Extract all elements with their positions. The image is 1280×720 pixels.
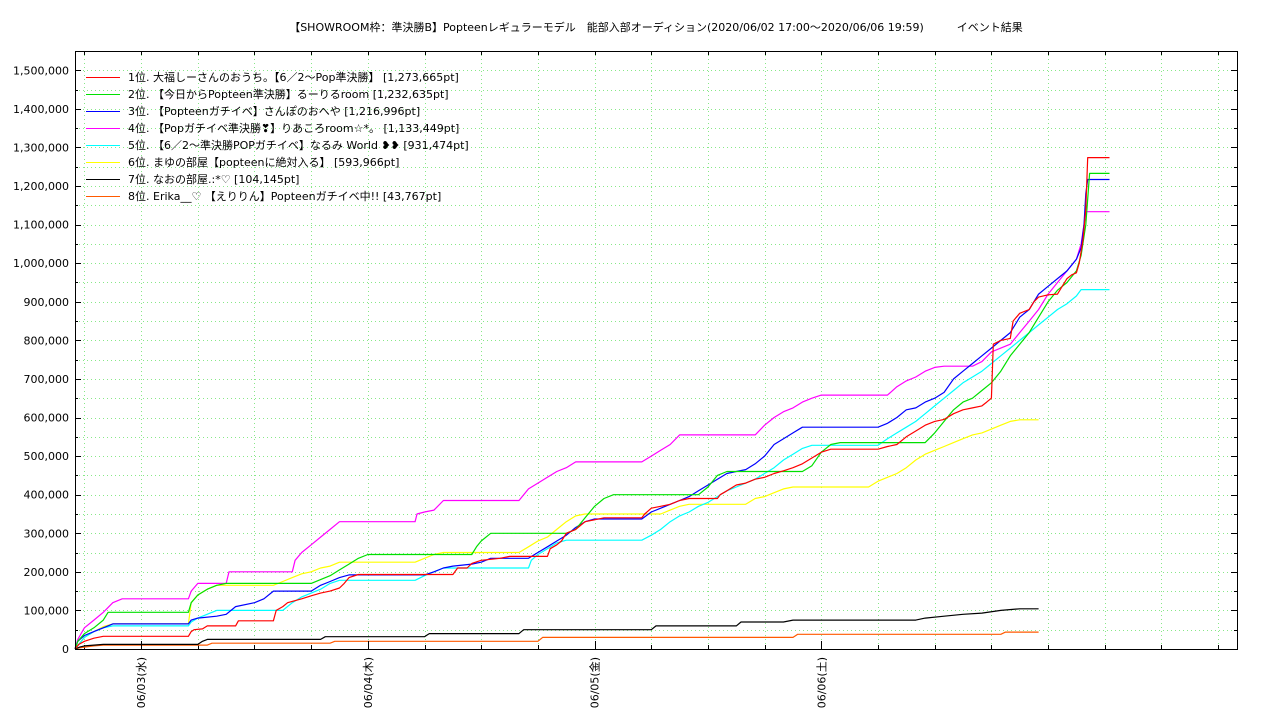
y-tick-label: 100,000 — [24, 604, 70, 617]
legend-label: 6位. まゆの部屋【popteenに絶対入る】 [593,966pt] — [128, 156, 400, 169]
y-tick-label: 700,000 — [24, 373, 70, 386]
legend-swatch — [86, 162, 120, 163]
x-tick-label: 06/05(金) — [588, 657, 602, 708]
x-tick-label: 06/06(土) — [815, 657, 828, 708]
y-tick-label: 800,000 — [24, 334, 70, 347]
legend-swatch — [86, 111, 120, 112]
horizontal-gridlines — [75, 70, 1237, 631]
series-line-5 — [74, 289, 1110, 650]
legend-label: 8位. Erika__♡ 【えりりん】Popteenガチイベ中!! [43,76… — [128, 190, 442, 203]
legend-swatch — [86, 179, 120, 180]
series-line-7 — [74, 608, 1039, 650]
legend-label: 7位. なおの部屋.:*♡ [104,145pt] — [128, 173, 300, 186]
y-tick-label: 500,000 — [24, 450, 70, 463]
series-lines — [74, 157, 1110, 650]
legend-label: 5位. 【6／2〜準決勝POPガチイベ】なるみ World ❥❥ [931,47… — [128, 139, 469, 152]
legend-swatch — [86, 94, 120, 95]
y-tick-label: 200,000 — [24, 566, 70, 579]
y-tick-label: 400,000 — [24, 489, 70, 502]
legend-label: 1位. 大福しーさんのおうち。【6／2〜Pop準決勝】 [1,273,665pt… — [128, 71, 459, 84]
x-tick-label: 06/04(木) — [362, 657, 375, 708]
legend-label: 2位. 【今日からPopteen準決勝】るーりるroom [1,232,635p… — [128, 88, 449, 101]
y-tick-label: 600,000 — [24, 412, 70, 425]
y-tick-label: 1,400,000 — [13, 103, 69, 116]
legend-swatch — [86, 145, 120, 146]
y-tick-label: 1,300,000 — [13, 141, 69, 154]
series-line-4 — [74, 211, 1110, 650]
series-line-8 — [74, 631, 1039, 650]
y-tick-label: 0 — [62, 643, 69, 656]
y-tick-label: 1,100,000 — [13, 219, 69, 232]
series-line-3 — [74, 178, 1110, 650]
series-line-6 — [74, 419, 1039, 650]
plot-frame — [75, 51, 1238, 650]
legend-swatch — [86, 196, 120, 197]
legend-swatch — [86, 128, 120, 129]
y-tick-label: 300,000 — [24, 527, 70, 540]
series-line-2 — [74, 172, 1110, 650]
legend-label: 4位. 【Popガチイベ準決勝❣】りあころroom☆*。 [1,133,449p… — [128, 122, 460, 135]
x-tick-label: 06/03(水) — [135, 657, 148, 708]
series-line-1 — [74, 157, 1110, 650]
x-axis: 06/03(水) 06/04(木) 06/05(金) 06/06(土) — [135, 641, 828, 708]
y-tick-label: 1,000,000 — [13, 257, 69, 270]
y-tick-label: 1,200,000 — [13, 180, 69, 193]
y-tick-label: 900,000 — [24, 296, 70, 309]
legend-swatch — [86, 77, 120, 78]
y-tick-label: 1,500,000 — [13, 64, 69, 77]
y-axis: 0 100,000 200,000 300,000 400,000 500,000 600,… — [13, 64, 69, 656]
chart-title: 【SHOWROOM枠：準決勝B】Popteenレギュラーモデル 能部入部オーディ… — [289, 21, 1023, 34]
legend-label: 3位. 【Popteenガチイベ】さんぽのおへや [1,216,996pt] — [128, 105, 421, 118]
